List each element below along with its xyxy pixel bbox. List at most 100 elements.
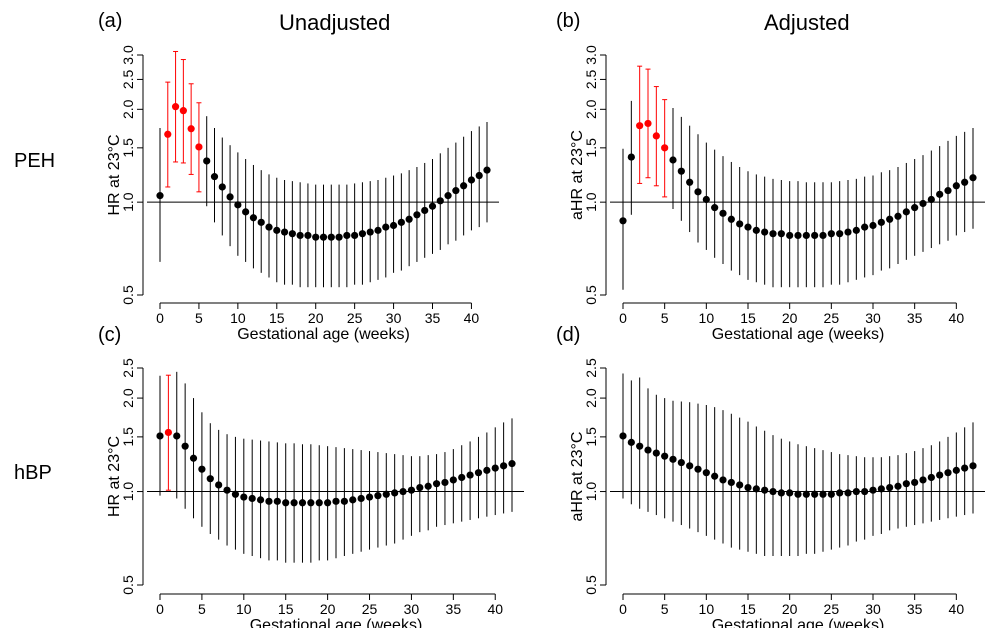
data-point bbox=[686, 462, 694, 470]
data-point bbox=[358, 230, 367, 238]
x-tick-label: 0 bbox=[156, 601, 164, 617]
data-point bbox=[927, 473, 935, 482]
data-point bbox=[761, 228, 769, 236]
data-point bbox=[198, 465, 206, 473]
data-point bbox=[961, 464, 969, 472]
row-label-hbp: hBP bbox=[14, 462, 52, 484]
data-point bbox=[307, 499, 315, 507]
data-point bbox=[836, 230, 844, 238]
y-tick-label: 0.5 bbox=[583, 285, 599, 305]
data-point bbox=[786, 489, 794, 497]
data-point bbox=[491, 464, 499, 472]
data-point bbox=[273, 497, 281, 505]
y-tick-label: 2.5 bbox=[583, 358, 599, 378]
y-tick-label: 2.0 bbox=[120, 99, 136, 119]
data-point bbox=[677, 167, 685, 175]
data-point bbox=[627, 438, 635, 446]
x-tick-label: 40 bbox=[464, 310, 480, 326]
x-tick-label: 15 bbox=[269, 310, 285, 326]
data-point bbox=[811, 490, 819, 498]
data-point bbox=[282, 499, 290, 507]
data-point bbox=[335, 233, 343, 241]
data-point bbox=[171, 103, 180, 111]
y-tick-label: 2.5 bbox=[120, 358, 136, 378]
data-point bbox=[156, 432, 164, 440]
data-point bbox=[357, 494, 365, 503]
data-point bbox=[869, 486, 877, 494]
data-point bbox=[164, 130, 172, 138]
data-point bbox=[752, 485, 760, 493]
x-tick-label: 5 bbox=[195, 310, 203, 326]
data-point bbox=[231, 490, 240, 498]
data-point bbox=[466, 471, 474, 479]
x-tick-label: 5 bbox=[661, 601, 669, 617]
data-point bbox=[886, 215, 894, 223]
data-point bbox=[886, 483, 894, 492]
x-tick-label: 25 bbox=[347, 310, 363, 326]
data-point bbox=[164, 428, 172, 437]
data-point bbox=[919, 199, 927, 208]
data-point bbox=[467, 176, 476, 184]
data-point bbox=[474, 469, 483, 477]
data-point bbox=[969, 174, 977, 182]
data-point bbox=[389, 221, 398, 230]
data-point bbox=[215, 481, 223, 489]
data-point bbox=[969, 462, 977, 470]
x-tick-label: 30 bbox=[386, 310, 402, 326]
x-axis-label: Gestational age (weeks) bbox=[250, 617, 423, 628]
data-point bbox=[265, 223, 273, 231]
data-point bbox=[652, 132, 660, 140]
x-axis-label: Gestational age (weeks) bbox=[712, 326, 885, 343]
data-point bbox=[290, 499, 298, 507]
data-point bbox=[397, 218, 405, 226]
data-point bbox=[424, 482, 432, 490]
data-point bbox=[265, 497, 273, 505]
data-point bbox=[894, 212, 902, 220]
x-tick-label: 30 bbox=[865, 601, 881, 617]
data-point bbox=[315, 499, 323, 507]
y-tick-label: 3.0 bbox=[583, 45, 599, 65]
row-label-peh: PEH bbox=[14, 150, 56, 172]
data-point bbox=[327, 233, 335, 241]
data-point bbox=[382, 223, 390, 231]
data-point bbox=[769, 487, 777, 496]
data-point bbox=[304, 231, 312, 240]
data-point bbox=[416, 483, 424, 492]
y-tick-label: 2.0 bbox=[583, 99, 599, 119]
data-point bbox=[711, 472, 719, 480]
x-tick-label: 40 bbox=[487, 601, 503, 617]
data-point bbox=[405, 215, 413, 223]
data-point bbox=[627, 153, 635, 161]
data-point bbox=[156, 192, 164, 200]
data-point bbox=[218, 183, 226, 191]
data-point bbox=[911, 478, 919, 487]
x-tick-label: 40 bbox=[949, 310, 965, 326]
y-tick-label: 0.5 bbox=[583, 575, 599, 595]
x-tick-label: 20 bbox=[308, 310, 324, 326]
data-point bbox=[249, 214, 258, 222]
data-point bbox=[298, 499, 307, 507]
y-tick-label: 1.0 bbox=[583, 482, 599, 502]
y-tick-label: 1.5 bbox=[120, 427, 136, 447]
y-tick-label: 1.5 bbox=[583, 138, 599, 158]
data-point bbox=[686, 178, 694, 186]
data-point bbox=[936, 471, 944, 479]
y-tick-label: 1.0 bbox=[120, 482, 136, 502]
data-point bbox=[819, 231, 827, 240]
panel-label-a: (a) bbox=[98, 10, 123, 32]
data-point bbox=[952, 182, 960, 190]
data-point bbox=[349, 496, 357, 504]
data-point bbox=[944, 187, 952, 195]
data-point bbox=[312, 233, 320, 241]
data-point bbox=[961, 178, 969, 186]
x-axis-label: Gestational age (weeks) bbox=[237, 326, 410, 343]
y-axis-label: aHR at 23°C bbox=[569, 432, 586, 522]
data-point bbox=[319, 233, 328, 241]
data-point bbox=[827, 490, 835, 498]
x-tick-label: 15 bbox=[278, 601, 294, 617]
x-tick-label: 10 bbox=[699, 310, 715, 326]
data-point bbox=[340, 497, 348, 505]
data-point bbox=[736, 481, 744, 489]
